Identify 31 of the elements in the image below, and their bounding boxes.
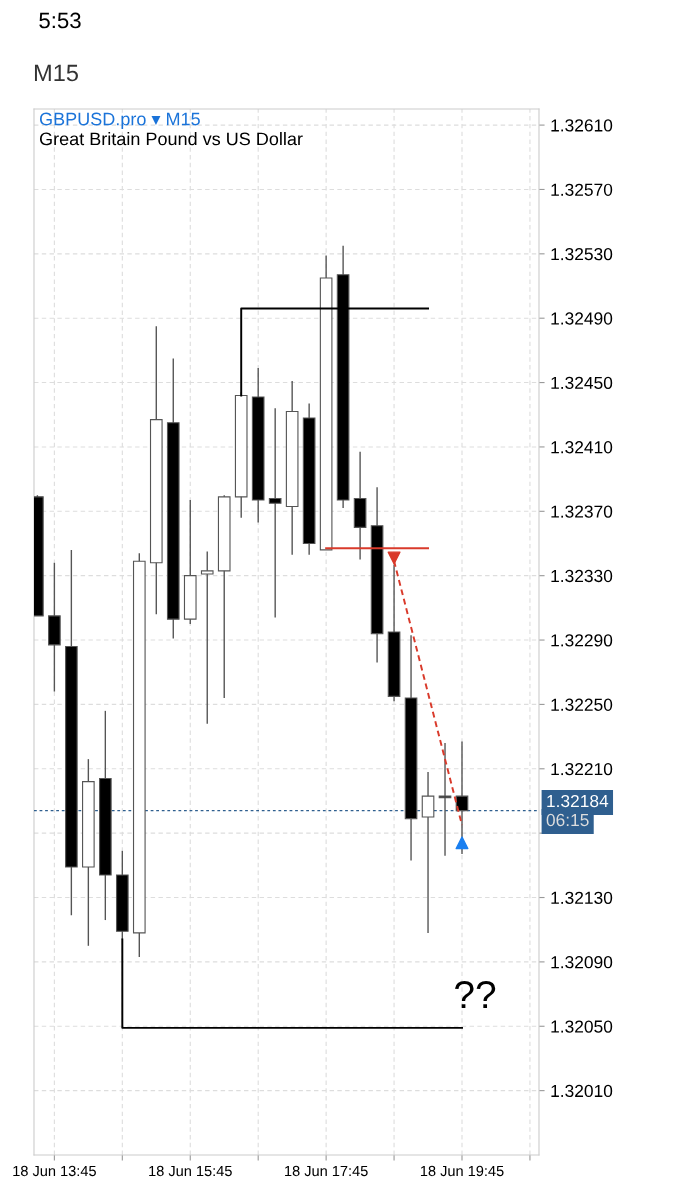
text: Great Britain Pound vs US Dollar bbox=[39, 132, 303, 146]
x-tick-label: 18 Jun 19:45 bbox=[420, 1165, 504, 1177]
y-tick-label: 1.32090 bbox=[551, 956, 613, 969]
y-tick-label: 1.32610 bbox=[551, 119, 613, 132]
candlestick bbox=[200, 550, 214, 725]
text: M15 bbox=[34, 64, 78, 82]
y-tick-label: 1.32570 bbox=[551, 183, 613, 196]
y-tick-label: 1.32050 bbox=[551, 1020, 613, 1033]
chart-title: GBPUSD.pro ▾ M15 bbox=[39, 112, 200, 129]
candlestick bbox=[438, 742, 452, 857]
y-tick-label: 1.32530 bbox=[551, 248, 613, 261]
ref-line-label: 1.32184 bbox=[547, 794, 609, 808]
text: 5:53 bbox=[39, 12, 81, 29]
y-tick-label: 1.32290 bbox=[551, 634, 613, 647]
y-tick-label: 1.32450 bbox=[551, 376, 613, 390]
x-tick-label: 18 Jun 17:45 bbox=[285, 1165, 368, 1177]
y-tick-label: 1.32370 bbox=[551, 505, 613, 518]
y-tick-label: 1.32330 bbox=[551, 569, 613, 583]
y-tick-label: 1.32410 bbox=[551, 441, 613, 454]
y-tick-label: 1.32130 bbox=[551, 891, 613, 904]
x-tick-label: 18 Jun 15:45 bbox=[149, 1165, 232, 1177]
text: 06:15 bbox=[546, 813, 589, 827]
candlestick bbox=[455, 740, 469, 855]
y-tick-label: 1.32210 bbox=[551, 762, 613, 776]
y-tick-label: 1.32250 bbox=[551, 698, 613, 711]
y-tick-label: 1.32010 bbox=[551, 1084, 613, 1098]
candlestick bbox=[268, 407, 282, 619]
y-tick-label: 1.32490 bbox=[551, 312, 613, 325]
candlestick bbox=[421, 771, 435, 934]
annotation: ?? bbox=[454, 980, 496, 1009]
x-tick-label: 18 Jun 13:45 bbox=[13, 1165, 96, 1177]
